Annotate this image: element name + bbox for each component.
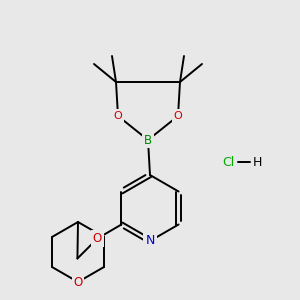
Text: N: N <box>145 235 155 248</box>
Text: H: H <box>252 155 262 169</box>
Text: Cl: Cl <box>222 155 234 169</box>
Text: O: O <box>93 232 102 245</box>
Text: O: O <box>114 111 122 121</box>
Text: B: B <box>144 134 152 146</box>
Text: O: O <box>174 111 182 121</box>
Text: O: O <box>74 275 82 289</box>
